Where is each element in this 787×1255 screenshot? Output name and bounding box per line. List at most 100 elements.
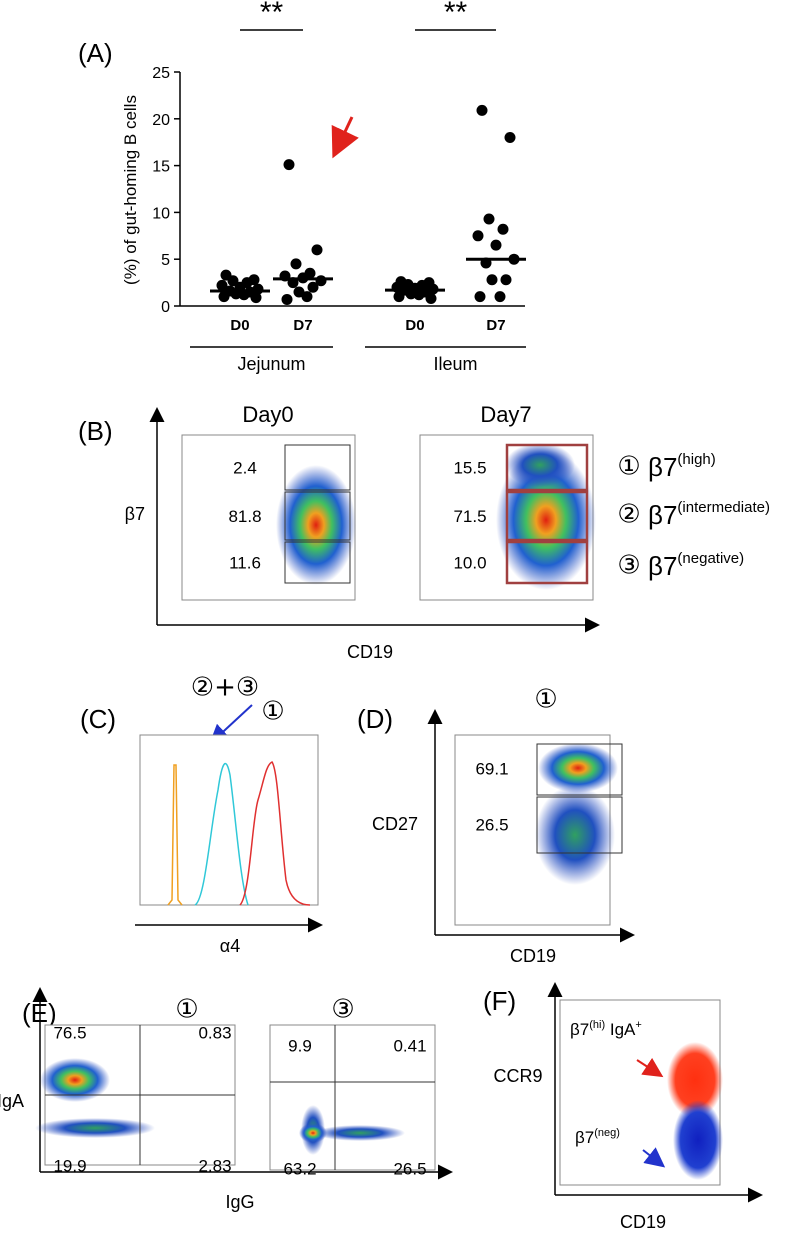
y-axis-label: CD27 (372, 814, 418, 834)
data-point (413, 289, 425, 301)
x-tick-label: D7 (293, 317, 312, 334)
plot-frame (139, 734, 319, 906)
gate (284, 541, 351, 584)
legend-sup: (high) (677, 451, 715, 468)
legend-mark: ① (617, 452, 640, 482)
cell-density (667, 1042, 723, 1118)
histogram (239, 761, 311, 906)
gate (505, 540, 589, 585)
legend-label: β7 (648, 452, 677, 482)
histogram (194, 762, 249, 906)
cell-density (535, 785, 615, 885)
data-point (293, 286, 305, 298)
panel-a: 0 5 10 15 20 25 D0 D7 D0 D7 Jejunum Ileum ** ** (152, 0, 526, 374)
data-point (504, 132, 516, 144)
y-tick-label: 25 (152, 65, 170, 82)
legend-mark: ③ (617, 551, 640, 581)
cell-density (299, 1123, 327, 1143)
quadrant-value: 26.5 (393, 1159, 426, 1178)
y-axis-label: β7 (125, 504, 145, 524)
y-axis-label: IgA (0, 1091, 24, 1111)
gate-value: 71.5 (453, 507, 486, 526)
population-mark: ① (261, 697, 284, 727)
gate (284, 491, 351, 541)
legend-text: β7(negative) (648, 550, 744, 581)
x-axis-label: α4 (220, 936, 240, 956)
cell-density (40, 1058, 110, 1102)
y-tick-label: 0 (161, 299, 170, 316)
y-tick-label: 20 (152, 112, 170, 129)
cell-density (276, 465, 356, 585)
quadrant-value: 0.41 (393, 1036, 426, 1055)
panel-label: (A) (78, 38, 113, 68)
x-axis-label: CD19 (347, 642, 393, 662)
gate-value: 11.6 (229, 554, 261, 573)
gate-value: 26.5 (475, 815, 508, 834)
plot-title: Day0 (242, 402, 293, 427)
annotation: β7(neg) (575, 1127, 620, 1147)
gate-value: 81.8 (228, 507, 261, 526)
cell-density (673, 1100, 723, 1180)
group-label: Ileum (433, 354, 477, 374)
x-axis-label: IgG (225, 1192, 254, 1212)
plot-title: Day7 (480, 402, 531, 427)
significance-label: ** (444, 0, 468, 29)
data-point (290, 258, 302, 270)
data-point (490, 239, 502, 251)
x-axis-label: CD19 (510, 946, 556, 966)
panel-label: (B) (78, 416, 113, 446)
quadrant-value: 2.83 (198, 1156, 231, 1175)
quadrant-value: 9.9 (288, 1036, 312, 1055)
data-point (283, 159, 295, 171)
legend-label: β7 (648, 551, 677, 581)
data-point (250, 292, 262, 304)
x-tick-label: D0 (405, 317, 424, 334)
legend-text: β7(intermediate) (648, 499, 770, 530)
y-tick-label: 5 (161, 252, 170, 269)
cell-density (315, 1125, 405, 1141)
data-point (476, 104, 488, 116)
data-point (500, 274, 512, 286)
data-point (281, 293, 293, 305)
panel-label: (C) (80, 704, 116, 734)
data-point (218, 291, 230, 303)
gate (536, 796, 623, 854)
legend-text: β7(high) (648, 451, 716, 482)
data-point (301, 291, 313, 303)
cell-density (505, 443, 575, 487)
gate (505, 443, 589, 492)
data-point (474, 291, 486, 303)
significance-label: ** (260, 0, 284, 29)
data-point (486, 274, 498, 286)
quadrant-value: 19.9 (53, 1156, 86, 1175)
data-point (472, 230, 484, 242)
gate-value: 2.4 (233, 459, 257, 478)
x-tick-label: D0 (230, 317, 249, 334)
y-axis-label: CCR9 (493, 1066, 542, 1086)
quadrant-value: 76.5 (53, 1023, 86, 1042)
quadrant-value: 0.83 (198, 1023, 231, 1042)
legend-mark: ② (617, 500, 640, 530)
quadrant-value: 63.2 (283, 1159, 316, 1178)
data-point (216, 279, 228, 291)
legend-sup: (negative) (677, 550, 744, 567)
histogram (167, 764, 183, 906)
gate-value: 69.1 (475, 759, 508, 778)
y-tick-label: 15 (152, 159, 170, 176)
y-axis-label: (%) of gut-homing B cells (121, 95, 140, 285)
cell-density (496, 450, 596, 590)
data-point (227, 275, 239, 287)
panel-e: 76.5 0.83 19.9 2.83 9.9 0.41 63.2 26.5 (53, 1023, 426, 1178)
legend-label: β7 (648, 500, 677, 530)
panel-label: (F) (483, 986, 516, 1016)
gate (505, 490, 589, 542)
group-label: Jejunum (237, 354, 305, 374)
data-point (483, 213, 495, 225)
plot-frame (269, 1024, 436, 1171)
x-axis-label: CD19 (620, 1212, 666, 1232)
pointer-arrow (642, 1147, 666, 1168)
population-mark: ① (534, 685, 557, 715)
pointer-arrow (636, 1057, 664, 1078)
